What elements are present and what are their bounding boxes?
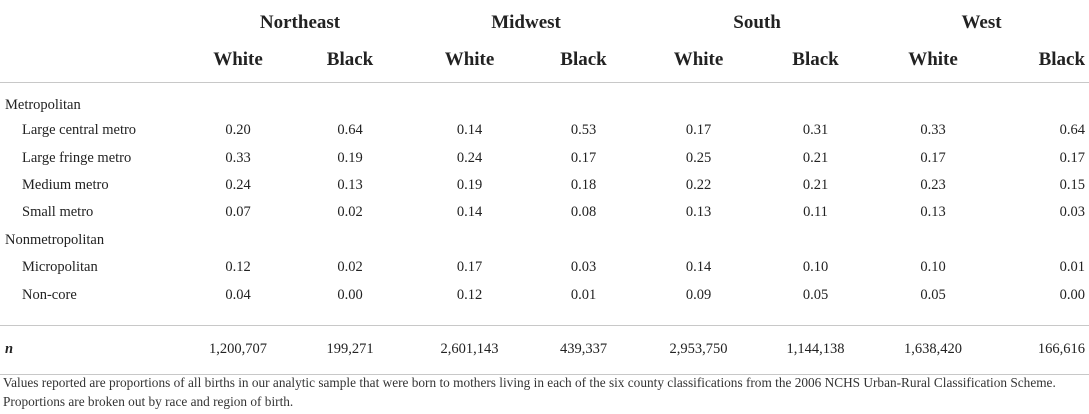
value-cell: 0.17 bbox=[456, 259, 483, 276]
table-row: Small metro 0.07 0.02 0.14 0.08 0.13 0.11 0.13 0… bbox=[0, 199, 1089, 226]
sample-size-cell: 2,601,143 bbox=[412, 325, 528, 375]
region-header: South bbox=[733, 12, 781, 33]
sample-size-cell: 1,200,707 bbox=[188, 325, 288, 375]
value-cell: 0.03 bbox=[1059, 204, 1086, 221]
row-label: Non-core bbox=[22, 286, 77, 303]
divider-row bbox=[0, 314, 1089, 326]
row-label: Medium metro bbox=[22, 176, 109, 193]
value-cell: 0.64 bbox=[337, 122, 363, 139]
value-cell: 0.31 bbox=[802, 122, 829, 139]
value-cell: 0.13 bbox=[920, 204, 946, 221]
proportions-table: Northeast Midwest South West White Black… bbox=[0, 0, 1089, 375]
sample-size-cell: 439,337 bbox=[527, 325, 641, 375]
row-label: Large central metro bbox=[22, 122, 137, 139]
row-label: Large fringe metro bbox=[22, 149, 132, 166]
value-cell: 0.09 bbox=[685, 286, 712, 303]
value-cell: 0.14 bbox=[456, 204, 483, 221]
value-cell: 0.21 bbox=[802, 149, 829, 166]
value-cell: 0.22 bbox=[685, 176, 712, 193]
sample-size-label: n bbox=[0, 325, 188, 375]
race-header: Black bbox=[527, 40, 641, 83]
value-cell: 0.12 bbox=[225, 259, 251, 276]
value-cell: 0.03 bbox=[570, 259, 597, 276]
value-cell: 0.25 bbox=[685, 149, 712, 166]
value-cell: 0.17 bbox=[920, 149, 946, 166]
value-cell: 0.00 bbox=[337, 286, 363, 303]
value-cell: 0.10 bbox=[802, 259, 829, 276]
table-body: Metropolitan Large central metro 0.20 0.64 0… bbox=[0, 83, 1089, 375]
value-cell: 0.17 bbox=[685, 122, 712, 139]
table-row: Micropolitan 0.12 0.02 0.17 0.03 0.14 0.10 0.10… bbox=[0, 254, 1089, 281]
table-row: Large central metro 0.20 0.64 0.14 0.53 0.17 0… bbox=[0, 117, 1089, 144]
value-cell: 0.15 bbox=[1059, 176, 1086, 193]
race-header: White bbox=[412, 40, 528, 83]
value-cell: 0.20 bbox=[225, 122, 251, 139]
value-cell: 0.01 bbox=[570, 286, 597, 303]
value-cell: 0.24 bbox=[456, 149, 483, 166]
value-cell: 0.05 bbox=[802, 286, 829, 303]
value-cell: 0.13 bbox=[685, 204, 712, 221]
value-cell: 0.14 bbox=[685, 259, 712, 276]
region-header: West bbox=[961, 12, 1002, 33]
value-cell: 0.64 bbox=[1059, 122, 1086, 139]
group-label: Metropolitan bbox=[5, 96, 81, 113]
race-header: Black bbox=[992, 40, 1089, 83]
sample-size-cell: 199,271 bbox=[288, 325, 413, 375]
value-cell: 0.19 bbox=[337, 149, 363, 166]
sample-size-cell: 2,953,750 bbox=[640, 325, 758, 375]
table-row: Non-core 0.04 0.00 0.12 0.01 0.09 0.05 0.05 0.00 bbox=[0, 281, 1089, 314]
value-cell: 0.04 bbox=[225, 286, 251, 303]
value-cell: 0.07 bbox=[225, 204, 251, 221]
value-cell: 0.33 bbox=[920, 122, 946, 139]
race-header: Black bbox=[288, 40, 413, 83]
divider-cell bbox=[0, 314, 1089, 326]
table-row: Large fringe metro 0.33 0.19 0.24 0.17 0.25 0.… bbox=[0, 144, 1089, 171]
group-label: Nonmetropolitan bbox=[5, 231, 105, 248]
sample-size-cell: 1,638,420 bbox=[874, 325, 993, 375]
value-cell: 0.02 bbox=[337, 204, 363, 221]
value-cell: 0.01 bbox=[1059, 259, 1086, 276]
value-cell: 0.21 bbox=[802, 176, 829, 193]
group-row: Nonmetropolitan bbox=[0, 227, 1089, 254]
region-header-row: Northeast Midwest South West bbox=[0, 0, 1089, 40]
race-header: Black bbox=[757, 40, 875, 83]
table-row: Medium metro 0.24 0.13 0.19 0.18 0.22 0.21 0.23… bbox=[0, 172, 1089, 199]
region-header: Midwest bbox=[491, 12, 561, 33]
race-header: White bbox=[188, 40, 288, 83]
table-footnote: Values reported are proportions of all b… bbox=[3, 375, 1056, 409]
value-cell: 0.14 bbox=[456, 122, 483, 139]
value-cell: 0.08 bbox=[570, 204, 597, 221]
value-cell: 0.02 bbox=[337, 259, 363, 276]
sample-size-cell: 1,144,138 bbox=[757, 325, 875, 375]
value-cell: 0.10 bbox=[920, 259, 946, 276]
value-cell: 0.12 bbox=[456, 286, 483, 303]
race-header-row: White Black White Black White Black Whit… bbox=[0, 40, 1089, 83]
value-cell: 0.17 bbox=[570, 149, 597, 166]
value-cell: 0.18 bbox=[570, 176, 597, 193]
sample-size-cell: 166,616 bbox=[992, 325, 1089, 375]
header-spacer bbox=[0, 40, 188, 83]
race-header: White bbox=[640, 40, 758, 83]
group-row: Metropolitan bbox=[0, 83, 1089, 118]
value-cell: 0.24 bbox=[225, 176, 251, 193]
value-cell: 0.11 bbox=[803, 204, 828, 221]
region-header: Northeast bbox=[259, 12, 341, 33]
value-cell: 0.53 bbox=[570, 122, 597, 139]
value-cell: 0.19 bbox=[456, 176, 483, 193]
value-cell: 0.17 bbox=[1059, 149, 1086, 166]
row-label: Small metro bbox=[22, 204, 94, 221]
value-cell: 0.13 bbox=[337, 176, 363, 193]
value-cell: 0.00 bbox=[1059, 286, 1086, 303]
sample-size-row: n 1,200,707 199,271 2,601,143 439,337 2,953,7… bbox=[0, 325, 1089, 375]
value-cell: 0.05 bbox=[920, 286, 946, 303]
value-cell: 0.33 bbox=[225, 149, 251, 166]
row-label: Micropolitan bbox=[22, 259, 98, 276]
race-header: White bbox=[874, 40, 993, 83]
value-cell: 0.23 bbox=[920, 176, 946, 193]
header-spacer bbox=[0, 0, 188, 40]
